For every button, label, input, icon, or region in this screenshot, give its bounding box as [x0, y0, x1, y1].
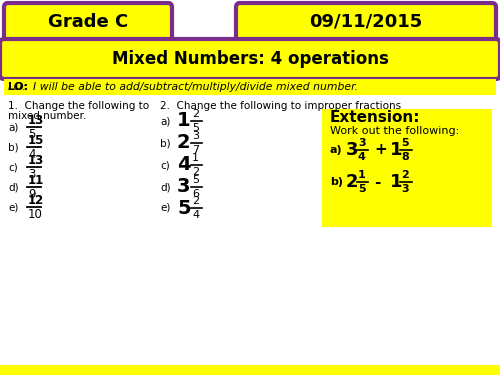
Text: Mixed Numbers: 4 operations: Mixed Numbers: 4 operations: [112, 50, 388, 68]
Text: 5: 5: [177, 198, 190, 217]
Text: d): d): [8, 182, 18, 192]
Text: 5: 5: [358, 184, 366, 194]
Text: +: +: [374, 142, 387, 158]
Text: b): b): [8, 142, 18, 152]
Text: 2: 2: [177, 134, 190, 153]
Text: 1: 1: [358, 170, 366, 180]
Text: 3: 3: [358, 138, 366, 148]
Text: 3: 3: [192, 131, 199, 141]
Text: d): d): [160, 182, 170, 192]
Text: -: -: [374, 174, 380, 189]
Text: 13: 13: [28, 114, 44, 128]
Text: 3: 3: [177, 177, 190, 197]
Text: a): a): [330, 145, 342, 155]
Text: LO:  I will be able to add/subtract/multiply/divide mixed number.: LO: I will be able to add/subtract/multi…: [8, 82, 358, 92]
Text: Work out the following:: Work out the following:: [330, 126, 459, 136]
FancyBboxPatch shape: [4, 3, 172, 41]
Text: Grade C: Grade C: [48, 13, 128, 31]
Text: c): c): [160, 160, 170, 170]
Text: 9: 9: [28, 188, 36, 201]
Text: 2: 2: [192, 167, 199, 177]
Text: a): a): [8, 122, 18, 132]
Text: 5: 5: [192, 175, 199, 185]
Text: 2: 2: [192, 109, 199, 119]
Text: 8: 8: [401, 152, 409, 162]
Text: e): e): [160, 203, 170, 213]
Text: 11: 11: [28, 174, 44, 188]
Text: Extension:: Extension:: [330, 110, 420, 125]
FancyBboxPatch shape: [4, 79, 496, 95]
Text: 4: 4: [192, 210, 199, 220]
Text: LO:: LO:: [8, 82, 28, 92]
Text: 2.  Change the following to improper fractions: 2. Change the following to improper frac…: [160, 101, 401, 111]
Text: 10: 10: [28, 207, 43, 220]
FancyBboxPatch shape: [236, 3, 496, 41]
Text: 5: 5: [192, 123, 199, 133]
Text: 09/11/2015: 09/11/2015: [310, 13, 422, 31]
Text: 1: 1: [192, 153, 199, 163]
Text: 4: 4: [28, 147, 36, 160]
Text: 4: 4: [177, 156, 190, 174]
Text: 1: 1: [390, 173, 402, 191]
Text: 12: 12: [28, 195, 44, 207]
Text: 1.  Change the following to: 1. Change the following to: [8, 101, 149, 111]
Text: 3: 3: [346, 141, 358, 159]
Text: 2: 2: [346, 173, 358, 191]
Text: 15: 15: [28, 135, 44, 147]
Text: 1: 1: [177, 111, 190, 130]
FancyBboxPatch shape: [0, 39, 500, 79]
Text: 5: 5: [28, 128, 36, 141]
Text: a): a): [160, 116, 170, 126]
Text: 13: 13: [28, 154, 44, 168]
Text: 2: 2: [192, 196, 199, 206]
Text: mixed number.: mixed number.: [8, 111, 86, 121]
Text: 6: 6: [192, 189, 199, 199]
Text: 4: 4: [358, 152, 366, 162]
Text: 1: 1: [390, 141, 402, 159]
Text: 5: 5: [401, 138, 408, 148]
Text: 3: 3: [401, 184, 408, 194]
Text: 3: 3: [28, 168, 36, 180]
Text: c): c): [8, 162, 18, 172]
Text: 7: 7: [192, 145, 199, 155]
Text: b): b): [330, 177, 343, 187]
Bar: [0, 365, 500, 375]
FancyBboxPatch shape: [322, 109, 492, 227]
Text: b): b): [160, 138, 170, 148]
Text: e): e): [8, 202, 18, 212]
Text: 2: 2: [401, 170, 409, 180]
